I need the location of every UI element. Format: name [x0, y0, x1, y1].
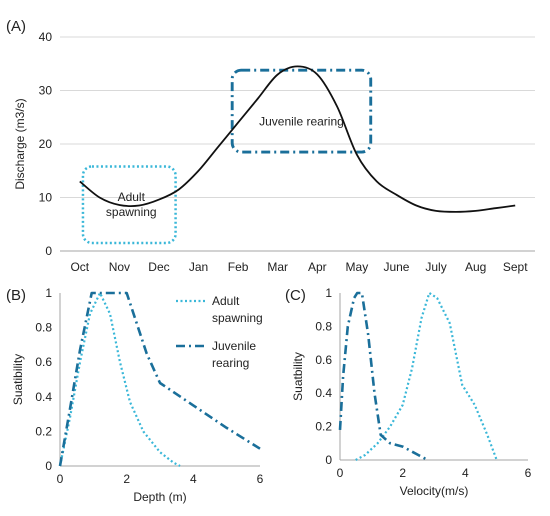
panel-b-adult-line: [58, 291, 181, 467]
panel-a-x-tick-label: Feb: [228, 260, 249, 274]
panel-a-label: (A): [6, 18, 26, 35]
panel-a-y-tick-label: 10: [39, 191, 53, 205]
panel-c-adult-line: [355, 291, 498, 461]
panel-b-suitability-chart: (B) 0 0.2 0.4 0.6 0.8 1 0 2 4 6 Depth (m) Suatibilit…: [6, 286, 264, 504]
panel-b-y-tick-label: 0.4: [35, 390, 52, 404]
panel-b-label: (B): [6, 287, 26, 304]
panel-c-y-tick-label: 0.6: [315, 353, 332, 367]
panel-a-discharge-line: [79, 65, 516, 213]
panel-a-juvenile-annotation: Juvenile rearing: [259, 114, 344, 128]
panel-c-y-tick-label: 0.2: [315, 420, 332, 434]
panel-c-x-tick-label: 2: [399, 466, 406, 480]
legend-juvenile-label: Juvenile: [212, 339, 256, 353]
panel-b-x-tick-label: 0: [57, 472, 64, 486]
panel-a-juvenile-box: [230, 68, 373, 154]
panel-a-x-tick-label: May: [346, 260, 369, 274]
panel-a-discharge-chart: (A) 0 10 20 30 40 Oct Nov Dec Jan Feb Mar Apr May June…: [6, 18, 535, 274]
panel-c-y-tick-label: 0.8: [315, 319, 332, 333]
panel-b-y-tick-label: 0.6: [35, 355, 52, 369]
panel-a-x-tick-label: Mar: [267, 260, 288, 274]
panel-c-y-tick-label: 0.4: [315, 386, 332, 400]
panel-c-y-tick-label: 0: [325, 453, 332, 467]
panel-b-x-tick-label: 6: [257, 472, 264, 486]
panel-a-adult-box: [81, 165, 177, 245]
panel-a-y-tick-label: 30: [39, 84, 53, 98]
panel-c-y-axis-title: Suatbility: [291, 352, 305, 401]
legend-adult-label: Adult: [212, 294, 240, 308]
panel-a-y-tick-label: 40: [39, 30, 53, 44]
panel-b-y-tick-label: 0: [45, 459, 52, 473]
panel-c-x-axis-title: Velocity(m/s): [400, 484, 469, 498]
panel-c-label: (C): [285, 287, 306, 304]
panel-b-y-axis-title: Suatibility: [11, 354, 25, 405]
panel-c-y-tick-label: 1: [325, 286, 332, 300]
panel-b-legend: Adult spawning Juvenile rearing: [176, 294, 263, 370]
panel-a-x-tick-label: July: [425, 260, 446, 274]
panel-a-x-tick-label: Sept: [503, 260, 528, 274]
panel-b-juvenile-line: [58, 291, 261, 467]
panel-b-y-tick-label: 1: [45, 286, 52, 300]
panel-a-y-axis-title: Discharge (m3/s): [13, 98, 27, 189]
panel-c-x-tick-label: 6: [525, 466, 532, 480]
panel-b-y-tick-label: 0.2: [35, 424, 52, 438]
panel-b-y-tick-label: 0.8: [35, 321, 52, 335]
panel-c-x-tick-label: 0: [337, 466, 344, 480]
panel-b-x-tick-label: 2: [123, 472, 130, 486]
panel-a-y-tick-label: 0: [45, 244, 52, 258]
panel-a-x-tick-label: Nov: [109, 260, 130, 274]
panel-c-suitability-chart: (C) 0 0.2 0.4 0.6 0.8 1 0 2 4 6 Velocity(m/s) Suatbi…: [285, 286, 532, 498]
panel-a-adult-annotation: Adult: [118, 190, 146, 204]
panel-a-x-tick-label: June: [383, 260, 409, 274]
legend-adult-label: spawning: [212, 311, 263, 325]
panel-a-y-tick-label: 20: [39, 137, 53, 151]
panel-c-juvenile-line: [338, 291, 429, 462]
panel-a-x-tick-label: Aug: [465, 260, 486, 274]
panel-a-x-tick-label: Oct: [70, 260, 89, 274]
panel-a-x-tick-label: Jan: [189, 260, 208, 274]
panel-a-adult-annotation: spawning: [106, 205, 157, 219]
panel-a-x-tick-label: Dec: [148, 260, 169, 274]
panel-b-x-axis-title: Depth (m): [133, 490, 186, 504]
panel-a-x-tick-label: Apr: [308, 260, 327, 274]
legend-juvenile-label: rearing: [212, 356, 249, 370]
panel-b-x-tick-label: 4: [190, 472, 197, 486]
panel-c-x-tick-label: 4: [462, 466, 469, 480]
